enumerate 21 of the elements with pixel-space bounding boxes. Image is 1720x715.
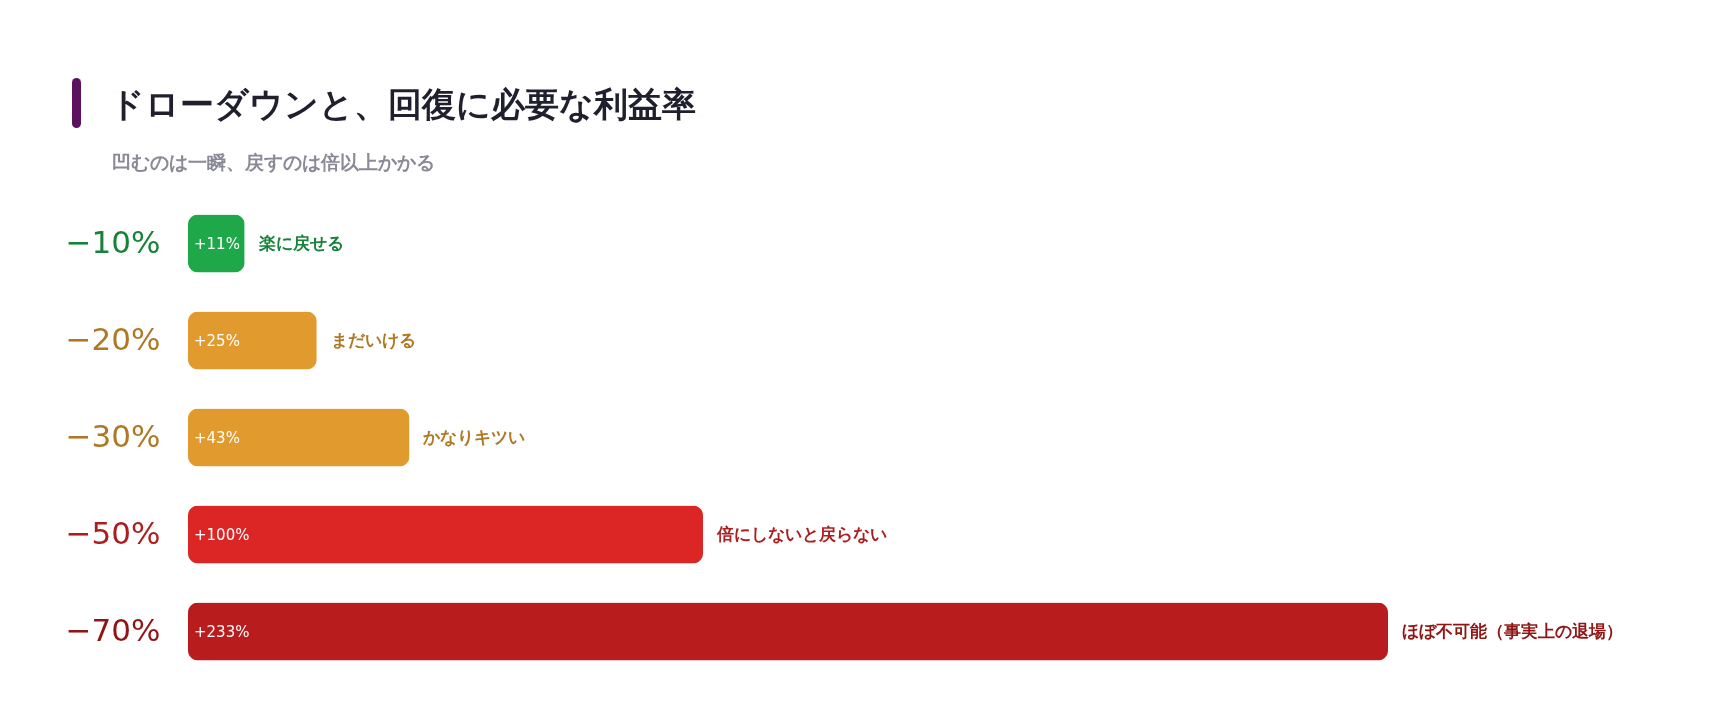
bar	[188, 408, 410, 467]
data-label: +43%	[194, 428, 240, 447]
bar	[188, 505, 704, 564]
bar	[188, 311, 317, 370]
y-tick-label: −10%	[65, 223, 161, 260]
data-label: +100%	[194, 525, 250, 544]
annotation: 倍にしないと戻らない	[716, 523, 888, 544]
chart-subtitle: 凹むのは一瞬、戻すのは倍以上かかる	[112, 150, 436, 175]
data-label: +11%	[194, 234, 240, 253]
annotation: かなりキツい	[422, 426, 526, 447]
annotation: 楽に戻せる	[257, 232, 344, 253]
y-tick-label: −70%	[65, 611, 161, 648]
bar	[188, 602, 1388, 661]
annotation: ほぼ不可能（事実上の退場）	[1402, 620, 1623, 641]
y-tick-label: −50%	[65, 514, 161, 551]
data-label: +233%	[194, 622, 250, 641]
y-tick-label: −20%	[65, 320, 161, 357]
chart-title: ドローダウンと、回復に必要な利益率	[110, 83, 697, 126]
annotation: まだいける	[330, 329, 416, 350]
y-tick-label: −30%	[65, 417, 161, 454]
data-label: +25%	[194, 331, 240, 350]
